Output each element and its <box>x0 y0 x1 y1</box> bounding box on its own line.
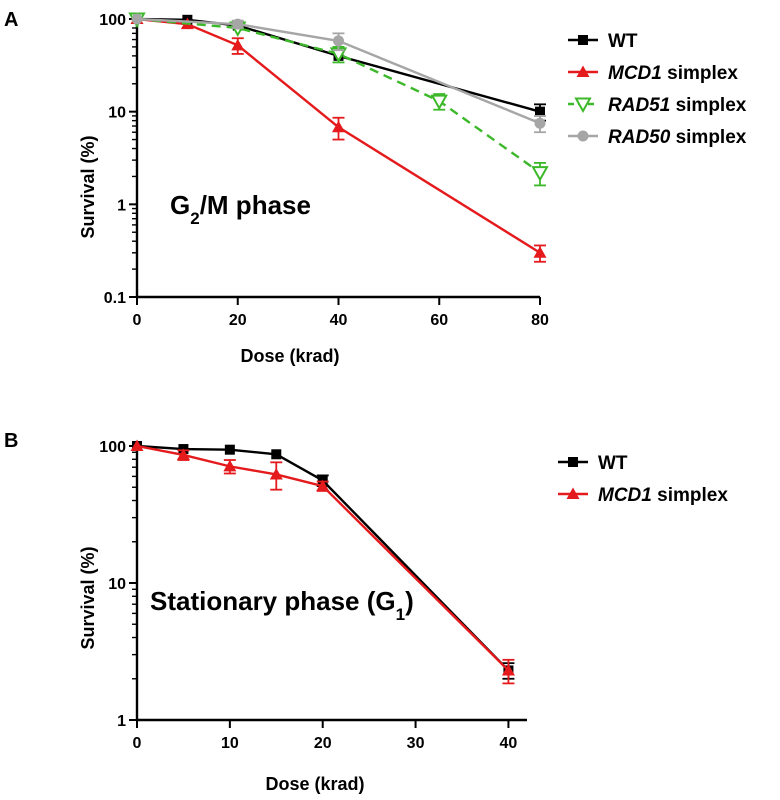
series-wt <box>132 14 546 122</box>
panel-b-axes: 1 10 100 0 10 20 30 40 <box>99 439 527 752</box>
legend-label: WT <box>608 31 638 52</box>
legend-label: WT <box>598 453 628 474</box>
y-tick-label: 10 <box>108 105 126 122</box>
y-tick-label: 100 <box>99 439 126 456</box>
panel-a-phase-annotation: G2/M phase <box>170 190 311 228</box>
data-point <box>271 449 282 460</box>
data-point <box>316 479 330 492</box>
series-line <box>136 17 541 125</box>
data-point <box>578 35 588 45</box>
panel-b-y-axis-title: Survival (%) <box>78 546 98 649</box>
series-line <box>136 444 510 672</box>
legend-label: RAD51 simplex <box>608 95 747 116</box>
panel-b-series <box>130 439 515 685</box>
legend-item: RAD51 simplex <box>568 95 747 116</box>
data-point <box>566 487 580 499</box>
data-point <box>333 35 344 47</box>
data-point <box>577 130 589 142</box>
data-point <box>534 117 546 129</box>
legend-label: RAD50 simplex <box>608 127 747 148</box>
x-tick-label: 60 <box>430 312 448 329</box>
x-tick-label: 40 <box>500 735 518 752</box>
legend-item: MCD1 simplex <box>558 485 728 506</box>
x-tick-label: 80 <box>531 312 549 329</box>
x-tick-label: 20 <box>229 312 247 329</box>
x-tick-label: 40 <box>330 312 348 329</box>
data-point <box>269 467 283 480</box>
panel-a-series <box>128 12 549 263</box>
x-tick-label: 30 <box>407 735 425 752</box>
panel-a-y-axis-title: Survival (%) <box>78 135 98 238</box>
panel-b: B 1 10 100 0 10 20 30 40 Dose (krad) Survival (… <box>4 430 728 794</box>
panel-label-a: A <box>4 9 18 31</box>
y-tick-label: 1 <box>117 713 126 730</box>
data-point <box>531 166 549 182</box>
data-point <box>430 94 448 111</box>
legend-item: MCD1 simplex <box>568 63 738 84</box>
x-tick-label: 0 <box>133 735 142 752</box>
panel-label-b: B <box>4 430 18 452</box>
legend-item: RAD50 simplex <box>568 127 747 148</box>
series-line <box>136 444 510 672</box>
data-point <box>576 65 590 77</box>
data-point <box>224 444 235 455</box>
y-tick-label: 1 <box>117 197 126 214</box>
y-tick-label: 100 <box>99 12 126 29</box>
legend-item: WT <box>568 31 638 52</box>
data-point <box>332 120 345 133</box>
legend-label: MCD1 simplex <box>608 63 738 84</box>
data-point <box>535 106 545 117</box>
x-tick-label: 10 <box>221 735 239 752</box>
x-tick-label: 20 <box>314 735 332 752</box>
x-tick-label: 0 <box>133 312 142 329</box>
y-tick-label: 0.1 <box>104 290 126 307</box>
series-mcd1-simplex <box>130 439 515 685</box>
data-point <box>176 448 190 460</box>
panel-a-legend: WT MCD1 simplex RAD51 simplex RAD50 simplex <box>568 31 747 148</box>
data-point <box>231 38 245 51</box>
data-point <box>130 439 144 451</box>
panel-a-axes: 0.1 1 10 100 0 20 40 60 80 <box>99 12 549 329</box>
series-wt <box>132 441 515 680</box>
panel-a-x-axis-title: Dose (krad) <box>240 346 339 366</box>
panel-a: A 0.1 1 10 100 0 20 40 60 80 Dose (krad) Surviva… <box>4 9 747 366</box>
data-point <box>533 246 547 258</box>
legend-label: MCD1 simplex <box>598 485 728 506</box>
series-line <box>136 17 541 174</box>
panel-b-legend: WT MCD1 simplex <box>558 453 728 506</box>
data-point <box>501 663 515 676</box>
data-point <box>568 457 578 467</box>
panel-b-phase-annotation: Stationary phase (G1) <box>150 586 414 624</box>
y-tick-label: 10 <box>108 576 126 593</box>
data-point <box>223 459 237 472</box>
data-point <box>131 13 143 25</box>
series-rad50-simplex <box>131 13 546 134</box>
data-point <box>232 18 244 30</box>
legend-item: WT <box>558 453 628 474</box>
data-point <box>574 97 592 114</box>
panel-b-x-axis-title: Dose (krad) <box>265 774 364 794</box>
